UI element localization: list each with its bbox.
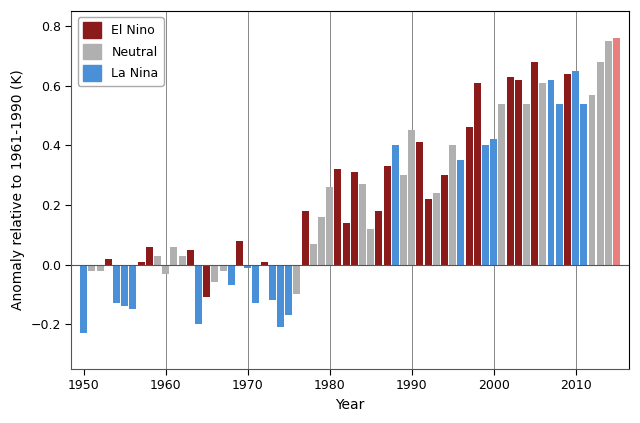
- X-axis label: Year: Year: [335, 398, 365, 412]
- Bar: [400, 175, 407, 264]
- Bar: [105, 258, 112, 264]
- Bar: [408, 130, 415, 264]
- Bar: [499, 104, 506, 264]
- Bar: [548, 80, 554, 264]
- Bar: [465, 127, 472, 264]
- Bar: [236, 241, 243, 264]
- Bar: [605, 41, 612, 264]
- Bar: [154, 255, 161, 264]
- Bar: [342, 223, 349, 264]
- Bar: [506, 77, 513, 264]
- Bar: [515, 80, 522, 264]
- Bar: [367, 229, 374, 264]
- Legend: El Nino, Neutral, La Nina: El Nino, Neutral, La Nina: [77, 17, 164, 85]
- Bar: [441, 175, 448, 264]
- Bar: [392, 145, 399, 264]
- Bar: [310, 244, 317, 264]
- Y-axis label: Anomaly relative to 1961-1990 (K): Anomaly relative to 1961-1990 (K): [11, 70, 25, 310]
- Bar: [458, 160, 465, 264]
- Bar: [80, 264, 87, 333]
- Bar: [204, 264, 210, 297]
- Bar: [269, 264, 276, 300]
- Bar: [163, 264, 169, 274]
- Bar: [260, 261, 268, 264]
- Bar: [129, 264, 136, 309]
- Bar: [351, 172, 358, 264]
- Bar: [138, 261, 145, 264]
- Bar: [195, 264, 202, 324]
- Bar: [334, 169, 341, 264]
- Bar: [490, 139, 497, 264]
- Bar: [187, 250, 194, 264]
- Bar: [146, 247, 153, 264]
- Bar: [301, 211, 308, 264]
- Bar: [589, 95, 595, 264]
- Bar: [252, 264, 259, 303]
- Bar: [449, 145, 456, 264]
- Bar: [113, 264, 120, 303]
- Bar: [359, 184, 366, 264]
- Bar: [228, 264, 235, 286]
- Bar: [383, 166, 390, 264]
- Bar: [540, 82, 547, 264]
- Bar: [564, 74, 571, 264]
- Bar: [211, 264, 218, 283]
- Bar: [293, 264, 300, 294]
- Bar: [121, 264, 128, 306]
- Bar: [244, 264, 251, 267]
- Bar: [482, 145, 489, 264]
- Bar: [88, 264, 95, 271]
- Bar: [326, 187, 333, 264]
- Bar: [97, 264, 104, 271]
- Bar: [376, 211, 382, 264]
- Bar: [417, 142, 423, 264]
- Bar: [474, 82, 481, 264]
- Bar: [220, 264, 227, 271]
- Bar: [572, 71, 579, 264]
- Bar: [433, 193, 440, 264]
- Bar: [613, 38, 620, 264]
- Bar: [285, 264, 292, 315]
- Bar: [424, 199, 431, 264]
- Bar: [531, 62, 538, 264]
- Bar: [580, 104, 588, 264]
- Bar: [596, 62, 604, 264]
- Bar: [170, 247, 177, 264]
- Bar: [556, 104, 563, 264]
- Bar: [179, 255, 186, 264]
- Bar: [318, 217, 325, 264]
- Bar: [277, 264, 284, 327]
- Bar: [523, 104, 530, 264]
